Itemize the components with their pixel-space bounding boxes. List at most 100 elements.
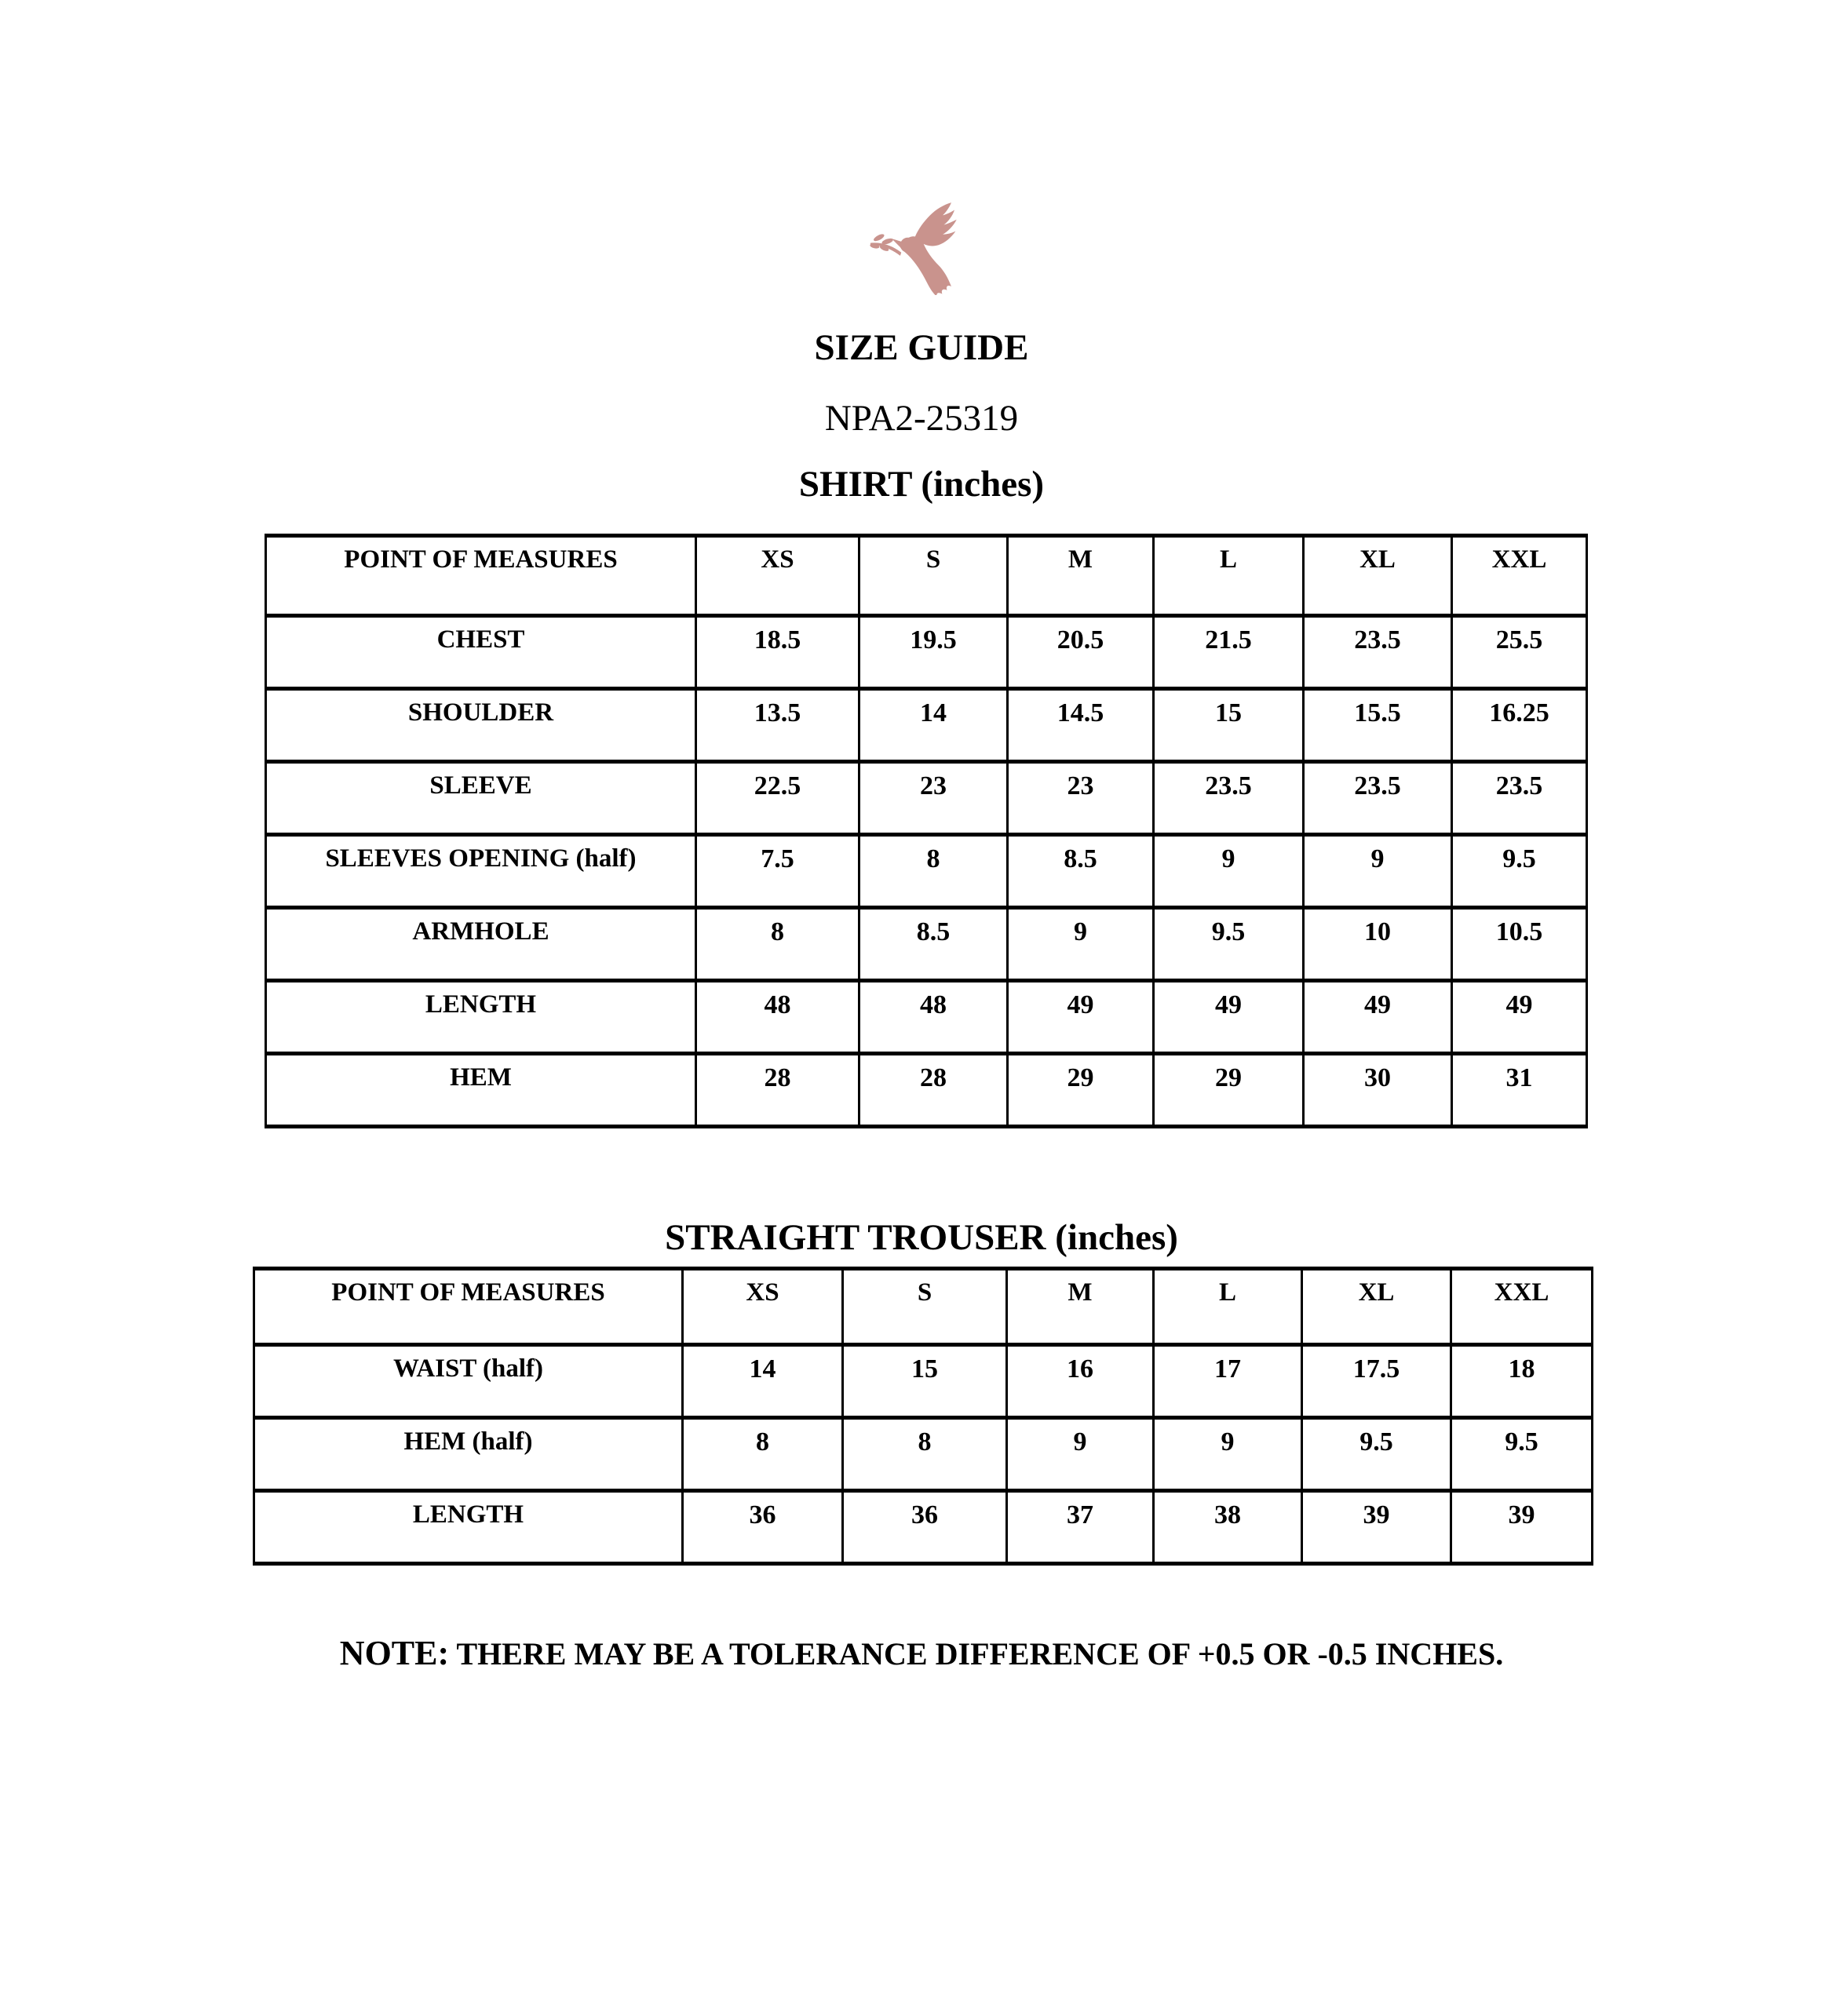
cell-value: 28 [858,1052,1009,1129]
column-header-size: XXL [1450,1267,1593,1347]
note-text: THERE MAY BE A TOLERANCE DIFFERENCE OF +… [456,1636,1504,1672]
table-row: SLEEVE 22.5 23 23 23.5 23.5 23.5 [265,760,1588,837]
column-header-size: XXL [1451,534,1588,618]
row-label: CHEST [265,614,697,691]
cell-value: 8.5 [1006,833,1155,910]
cell-value: 48 [858,979,1009,1056]
cell-value: 15.5 [1302,687,1453,764]
column-header-size: XL [1302,534,1453,618]
cell-value: 29 [1152,1052,1305,1129]
cell-value: 38 [1152,1489,1303,1566]
cell-value: 8 [841,1416,1008,1493]
cell-value: 20.5 [1006,614,1155,691]
note-label: NOTE: [339,1634,450,1673]
page-title: SIZE GUIDE [814,327,1029,368]
row-label: HEM (half) [253,1416,684,1493]
cell-value: 37 [1005,1489,1155,1566]
shirt-size-table: POINT OF MEASURES XS S M L XL XXL CHEST 18.5 19.… [265,534,1588,1129]
style-number: NPA2-25319 [824,398,1019,439]
column-header-size: XS [695,534,860,618]
cell-value: 19.5 [858,614,1009,691]
table-row: SHOULDER 13.5 14 14.5 15 15.5 16.25 [265,687,1588,764]
cell-value: 48 [695,979,860,1056]
cell-value: 49 [1006,979,1155,1056]
cell-value: 23 [1006,760,1155,837]
cell-value: 23.5 [1152,760,1305,837]
cell-value: 49 [1302,979,1453,1056]
cell-value: 10.5 [1451,906,1588,983]
cell-value: 8 [695,906,860,983]
table-row: HEM 28 28 29 29 30 31 [265,1052,1588,1129]
cell-value: 18.5 [695,614,860,691]
cell-value: 36 [841,1489,1008,1566]
cell-value: 15 [1152,687,1305,764]
header-row: POINT OF MEASURES XS S M L XL XXL [265,534,1588,618]
cell-value: 49 [1152,979,1305,1056]
table-row: LENGTH 36 36 37 38 39 39 [253,1489,1593,1566]
cell-value: 8.5 [858,906,1009,983]
cell-value: 14 [681,1343,844,1420]
column-header-size: XS [681,1267,844,1347]
trouser-size-table: POINT OF MEASURES XS S M L XL XXL WAIST (half)… [253,1267,1593,1566]
cell-value: 17 [1152,1343,1303,1420]
cell-value: 9.5 [1451,833,1588,910]
cell-value: 9.5 [1301,1416,1452,1493]
cell-value: 9.5 [1450,1416,1593,1493]
shirt-section-heading: SHIRT (inches) [798,464,1045,505]
cell-value: 16.25 [1451,687,1588,764]
cell-value: 28 [695,1052,860,1129]
row-label: ARMHOLE [265,906,697,983]
row-label: LENGTH [253,1489,684,1566]
column-header-point-of-measures: POINT OF MEASURES [253,1267,684,1347]
row-label: LENGTH [265,979,697,1056]
trouser-section-heading: STRAIGHT TROUSER (inches) [665,1217,1178,1259]
shirt-table-header: POINT OF MEASURES XS S M L XL XXL [265,534,1588,618]
table-row: WAIST (half) 14 15 16 17 17.5 18 [253,1343,1593,1420]
cell-value: 15 [841,1343,1008,1420]
trouser-table-header: POINT OF MEASURES XS S M L XL XXL [253,1267,1593,1347]
cell-value: 9 [1152,1416,1303,1493]
column-header-size: S [841,1267,1008,1347]
cell-value: 29 [1006,1052,1155,1129]
cell-value: 14.5 [1006,687,1155,764]
cell-value: 18 [1450,1343,1593,1420]
table-row: LENGTH 48 48 49 49 49 49 [265,979,1588,1056]
cell-value: 31 [1451,1052,1588,1129]
column-header-point-of-measures: POINT OF MEASURES [265,534,697,618]
row-label: WAIST (half) [253,1343,684,1420]
row-label: SLEEVE [265,760,697,837]
dove-icon [870,202,957,295]
cell-value: 39 [1450,1489,1593,1566]
cell-value: 23.5 [1451,760,1588,837]
cell-value: 16 [1005,1343,1155,1420]
brand-logo [859,199,984,295]
row-label: SLEEVES OPENING (half) [265,833,697,910]
cell-value: 9 [1152,833,1305,910]
row-label: SHOULDER [265,687,697,764]
cell-value: 9 [1302,833,1453,910]
trouser-table-body: WAIST (half) 14 15 16 17 17.5 18 HEM (half) 8 8 9 9… [253,1343,1593,1566]
column-header-size: M [1006,534,1155,618]
column-header-size: XL [1301,1267,1452,1347]
cell-value: 7.5 [695,833,860,910]
cell-value: 30 [1302,1052,1453,1129]
cell-value: 13.5 [695,687,860,764]
tolerance-note: NOTE: THERE MAY BE A TOLERANCE DIFFERENC… [0,1634,1843,1673]
cell-value: 22.5 [695,760,860,837]
table-row: ARMHOLE 8 8.5 9 9.5 10 10.5 [265,906,1588,983]
shirt-table-body: CHEST 18.5 19.5 20.5 21.5 23.5 25.5 SHOULDER 13.… [265,614,1588,1129]
cell-value: 9 [1005,1416,1155,1493]
cell-value: 39 [1301,1489,1452,1566]
cell-value: 8 [858,833,1009,910]
column-header-size: L [1152,1267,1303,1347]
cell-value: 14 [858,687,1009,764]
cell-value: 8 [681,1416,844,1493]
cell-value: 9 [1006,906,1155,983]
column-header-size: L [1152,534,1305,618]
cell-value: 23.5 [1302,614,1453,691]
column-header-size: M [1005,1267,1155,1347]
table-row: SLEEVES OPENING (half) 7.5 8 8.5 9 9 9.5 [265,833,1588,910]
column-header-size: S [858,534,1009,618]
cell-value: 23.5 [1302,760,1453,837]
